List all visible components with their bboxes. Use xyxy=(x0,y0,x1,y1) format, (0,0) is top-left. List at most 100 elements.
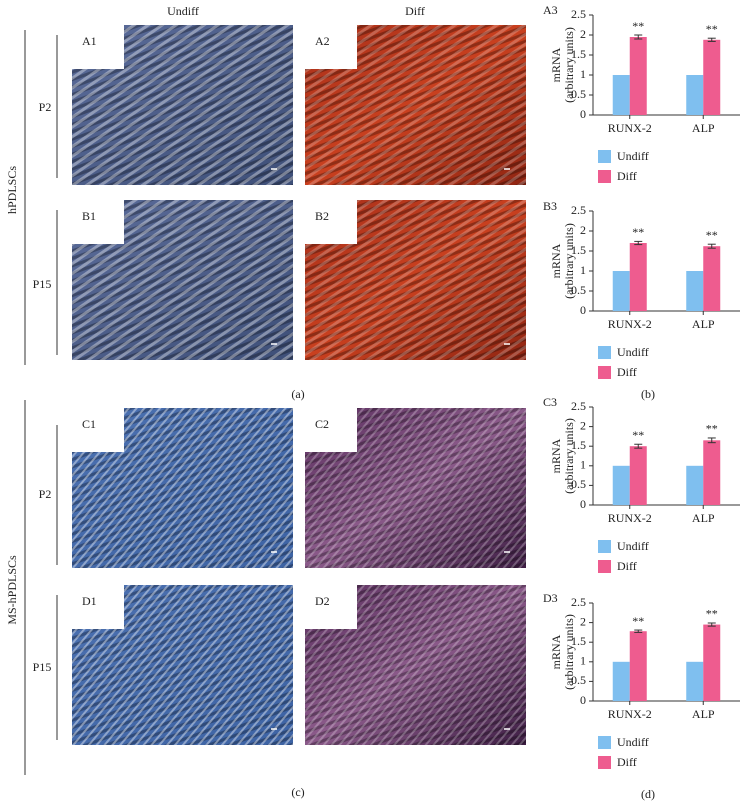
y-tick-label: 2.5 xyxy=(571,203,586,217)
panel-caption: (a) xyxy=(291,387,304,401)
error-bar xyxy=(707,622,716,627)
column-header: Diff xyxy=(405,4,425,18)
error-bar xyxy=(707,37,716,42)
y-axis-label: (arbitrary units) xyxy=(562,223,576,299)
image-label: C2 xyxy=(315,417,329,431)
y-axis-label: mRNA xyxy=(549,47,563,82)
bar xyxy=(612,661,630,701)
y-axis-label: (arbitrary units) xyxy=(562,418,576,494)
significance: ** xyxy=(706,22,718,36)
y-tick-label: 0.5 xyxy=(571,87,586,101)
label-box xyxy=(305,585,357,629)
bar xyxy=(629,446,647,505)
bar xyxy=(703,246,721,311)
error-bar xyxy=(634,34,643,40)
bar xyxy=(686,661,704,701)
y-axis-label: (arbitrary units) xyxy=(562,27,576,103)
legend-label: Undiff xyxy=(617,539,649,553)
significance: ** xyxy=(632,428,644,442)
image-label: D1 xyxy=(82,594,97,608)
legend-swatch xyxy=(598,150,611,163)
bar xyxy=(686,75,704,115)
label-box xyxy=(72,585,124,629)
image-label: A2 xyxy=(315,34,330,48)
legend-label: Diff xyxy=(617,755,637,769)
y-tick-label: 1 xyxy=(580,67,586,81)
x-tick-label: RUNX-2 xyxy=(608,317,652,331)
y-tick-label: 0 xyxy=(580,497,586,511)
bar xyxy=(612,75,630,115)
significance: ** xyxy=(632,225,644,239)
y-tick-label: 0 xyxy=(580,303,586,317)
x-tick-label: RUNX-2 xyxy=(608,121,652,135)
chart-label: C3 xyxy=(543,395,557,409)
bar xyxy=(629,631,647,701)
legend-swatch xyxy=(598,736,611,749)
x-tick-label: RUNX-2 xyxy=(608,707,652,721)
y-tick-label: 0.5 xyxy=(571,673,586,687)
label-box xyxy=(72,200,124,244)
y-tick-label: 2 xyxy=(580,614,586,628)
y-tick-label: 0.5 xyxy=(571,283,586,297)
panel-caption: (b) xyxy=(641,387,655,401)
y-tick-label: 1.5 xyxy=(571,243,586,257)
image-label: D2 xyxy=(315,594,330,608)
significance: ** xyxy=(632,19,644,33)
row-label: P2 xyxy=(39,487,52,501)
y-tick-label: 1 xyxy=(580,263,586,277)
y-tick-label: 2 xyxy=(580,223,586,237)
bar xyxy=(703,440,721,505)
y-axis-label: (arbitrary units) xyxy=(562,614,576,690)
image-label: B2 xyxy=(315,209,329,223)
image-label: B1 xyxy=(82,209,96,223)
chart-label: D3 xyxy=(543,591,558,605)
chart-label: A3 xyxy=(543,3,558,17)
legend-label: Undiff xyxy=(617,735,649,749)
chart-label: B3 xyxy=(543,199,557,213)
legend-label: Diff xyxy=(617,559,637,573)
error-bar xyxy=(634,240,643,246)
legend-label: Undiff xyxy=(617,345,649,359)
significance: ** xyxy=(632,614,644,628)
panel-caption: (c) xyxy=(291,785,304,799)
legend-label: Diff xyxy=(617,169,637,183)
y-tick-label: 2.5 xyxy=(571,399,586,413)
legend-label: Undiff xyxy=(617,149,649,163)
image-label: A1 xyxy=(82,34,97,48)
bar xyxy=(703,39,721,115)
micrographs: A1 A2 B1 B2 C1 C2 D1 D2 xyxy=(72,25,526,745)
row-label: P2 xyxy=(39,100,52,114)
bar xyxy=(703,624,721,701)
legend-swatch xyxy=(598,346,611,359)
bar xyxy=(686,271,704,311)
bar xyxy=(629,37,647,115)
bar xyxy=(612,271,630,311)
image-label: C1 xyxy=(82,417,96,431)
error-bar xyxy=(707,437,716,444)
bar xyxy=(629,243,647,311)
y-tick-label: 1 xyxy=(580,654,586,668)
error-bar xyxy=(634,443,643,449)
significance: ** xyxy=(706,607,718,621)
y-tick-label: 1.5 xyxy=(571,47,586,61)
legend-swatch xyxy=(598,170,611,183)
y-tick-label: 0.5 xyxy=(571,477,586,491)
y-axis-label: mRNA xyxy=(549,438,563,473)
y-tick-label: 2 xyxy=(580,27,586,41)
panel-caption: (d) xyxy=(641,787,655,801)
error-bar xyxy=(707,243,716,249)
label-box xyxy=(305,200,357,244)
error-bar xyxy=(634,629,643,633)
significance: ** xyxy=(706,228,718,242)
column-header: Undiff xyxy=(167,4,199,18)
label-box xyxy=(72,25,124,69)
y-tick-label: 1.5 xyxy=(571,438,586,452)
legend-swatch xyxy=(598,540,611,553)
x-tick-label: ALP xyxy=(692,121,715,135)
row-label: P15 xyxy=(33,660,52,674)
x-tick-label: ALP xyxy=(692,317,715,331)
y-tick-label: 0 xyxy=(580,693,586,707)
x-tick-label: ALP xyxy=(692,707,715,721)
